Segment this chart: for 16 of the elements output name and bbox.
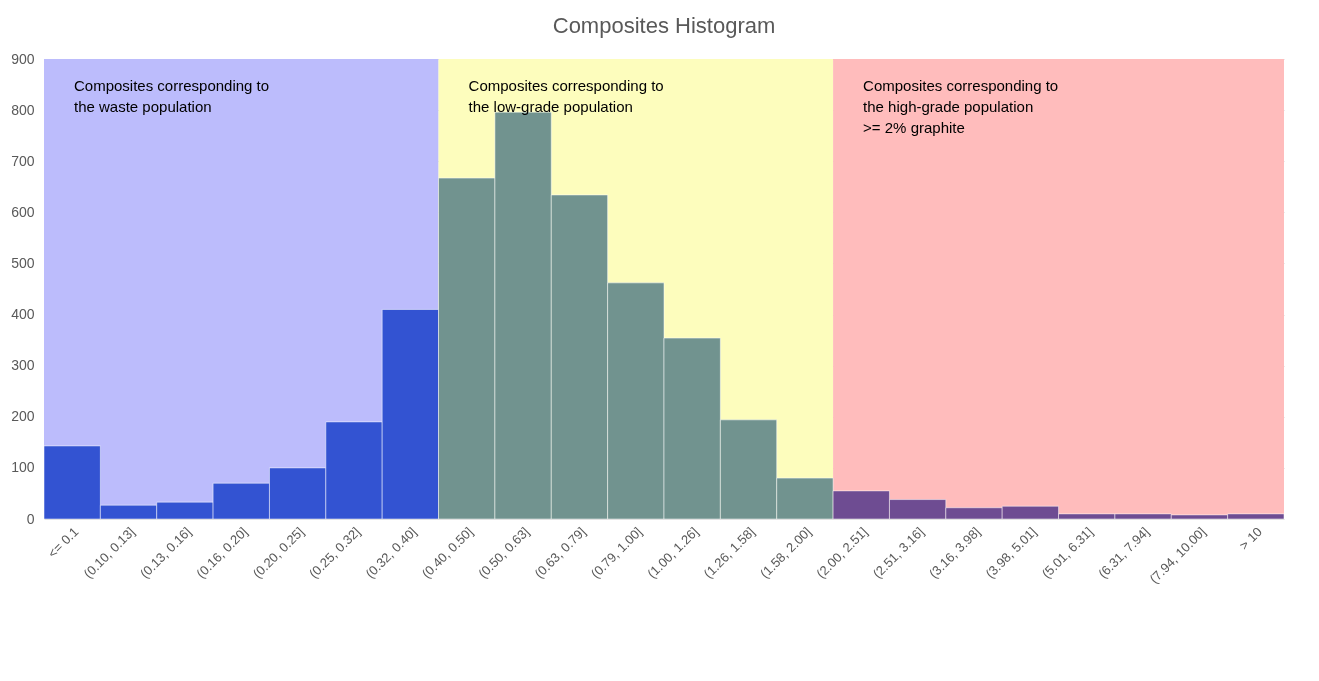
y-tick-label: 500 <box>11 254 35 271</box>
x-tick-label: > 10 <box>1236 524 1266 553</box>
x-tick-label: <= 0.1 <box>44 524 82 561</box>
y-tick-label: 100 <box>11 459 35 476</box>
band-label: Composites corresponding to the high-grade population >= 2% graphite <box>863 77 1059 136</box>
y-tick-label: 900 <box>11 50 35 67</box>
y-tick-label: 0 <box>26 510 35 527</box>
y-tick-label: 200 <box>11 408 35 425</box>
y-tick-label: 400 <box>11 306 35 323</box>
chart-title: Composites Histogram <box>552 13 776 38</box>
y-tick-label: 800 <box>11 101 35 118</box>
y-tick-label: 300 <box>11 357 35 374</box>
band-label: Composites corresponding to the waste population <box>74 77 270 115</box>
y-tick-label: 700 <box>11 152 35 169</box>
y-tick-label: 600 <box>11 203 35 220</box>
band-label: Composites corresponding to the low-grade population <box>468 77 664 115</box>
